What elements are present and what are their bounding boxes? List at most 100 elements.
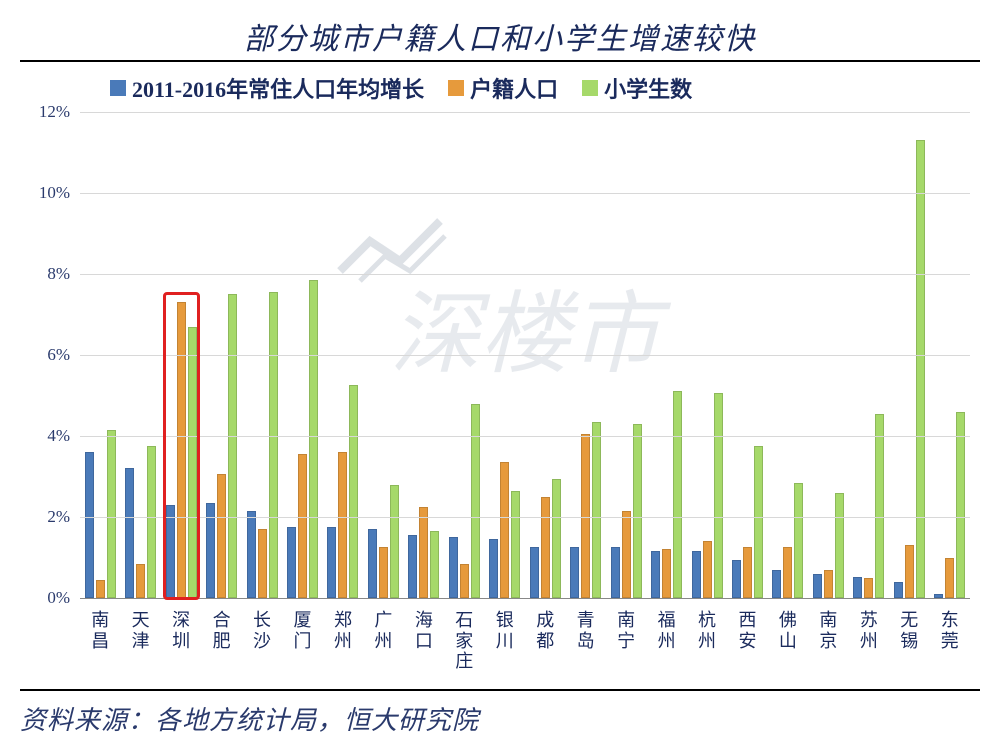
bar: [692, 551, 701, 598]
x-tick-label: 海口: [404, 604, 444, 689]
x-tick-label: 石家庄: [444, 604, 484, 689]
x-tick-label: 西安: [727, 604, 767, 689]
x-tick-label: 长沙: [242, 604, 282, 689]
legend-item: 户籍人口: [448, 72, 558, 104]
x-axis-labels: 南昌天津深圳合肥长沙厦门郑州广州海口石家庄银川成都青岛南宁福州杭州西安佛山南京苏…: [80, 604, 970, 689]
x-tick-label: 南昌: [80, 604, 120, 689]
grid-line: [80, 517, 970, 518]
bar: [217, 474, 226, 598]
legend-label: 户籍人口: [470, 72, 558, 104]
bar: [489, 539, 498, 598]
bar: [177, 302, 186, 598]
x-tick-label: 苏州: [849, 604, 889, 689]
bar: [622, 511, 631, 598]
bar: [298, 454, 307, 598]
bar: [530, 547, 539, 598]
bar: [96, 580, 105, 598]
x-tick-label: 青岛: [565, 604, 605, 689]
bar: [611, 547, 620, 598]
bar: [419, 507, 428, 598]
bar: [581, 434, 590, 598]
grid-line: [80, 436, 970, 437]
bar: [651, 551, 660, 598]
x-tick-label: 厦门: [282, 604, 322, 689]
bar: [794, 483, 803, 598]
bar: [824, 570, 833, 598]
bar: [894, 582, 903, 598]
x-tick-label: 天津: [120, 604, 160, 689]
y-tick-label: 4%: [25, 426, 70, 446]
bar: [247, 511, 256, 598]
bar: [430, 531, 439, 598]
bar: [813, 574, 822, 598]
bar: [875, 414, 884, 598]
legend-label: 2011-2016年常住人口年均增长: [132, 72, 424, 104]
source-text: 资料来源：各地方统计局，恒大研究院: [20, 700, 479, 737]
bar: [287, 527, 296, 598]
bar: [368, 529, 377, 598]
x-tick-label: 佛山: [768, 604, 808, 689]
bar: [783, 547, 792, 598]
y-tick-label: 0%: [25, 588, 70, 608]
x-tick-label: 深圳: [161, 604, 201, 689]
bar: [853, 577, 862, 598]
bar: [188, 327, 197, 598]
bar: [449, 537, 458, 598]
bar: [934, 594, 943, 598]
legend-swatch: [582, 80, 598, 96]
x-tick-label: 合肥: [201, 604, 241, 689]
grid-line: [80, 355, 970, 356]
y-tick-label: 2%: [25, 507, 70, 527]
bar: [228, 294, 237, 598]
legend-item: 小学生数: [582, 72, 692, 104]
bar: [743, 547, 752, 598]
bar: [85, 452, 94, 598]
bar: [754, 446, 763, 598]
bar: [673, 391, 682, 598]
bar: [835, 493, 844, 598]
bar: [714, 393, 723, 598]
bar: [916, 140, 925, 598]
y-tick-label: 6%: [25, 345, 70, 365]
bar: [511, 491, 520, 598]
bar: [945, 558, 954, 598]
y-tick-label: 10%: [25, 183, 70, 203]
bar: [107, 430, 116, 598]
bar: [471, 404, 480, 598]
grid-line: [80, 193, 970, 194]
x-tick-label: 成都: [525, 604, 565, 689]
legend: 2011-2016年常住人口年均增长 户籍人口小学生数: [110, 72, 970, 104]
bar: [147, 446, 156, 598]
x-tick-label: 南京: [808, 604, 848, 689]
x-tick-label: 福州: [646, 604, 686, 689]
bar: [269, 292, 278, 598]
bar: [592, 422, 601, 598]
bar: [408, 535, 417, 598]
x-tick-label: 东莞: [930, 604, 970, 689]
bar: [772, 570, 781, 598]
bar: [500, 462, 509, 598]
y-tick-label: 12%: [25, 102, 70, 122]
bar: [309, 280, 318, 598]
bar: [541, 497, 550, 598]
bar: [379, 547, 388, 598]
bar: [662, 549, 671, 598]
legend-item: 2011-2016年常住人口年均增长: [110, 72, 424, 104]
bar: [166, 505, 175, 598]
x-tick-label: 郑州: [323, 604, 363, 689]
bar: [349, 385, 358, 598]
x-tick-label: 杭州: [687, 604, 727, 689]
bar: [703, 541, 712, 598]
bar: [956, 412, 965, 598]
bar: [864, 578, 873, 598]
legend-swatch: [448, 80, 464, 96]
bar: [633, 424, 642, 598]
chart-frame: 2011-2016年常住人口年均增长 户籍人口小学生数 深楼市 0%2%4%6%8…: [20, 60, 980, 691]
bar: [258, 529, 267, 598]
plot-area: 深楼市 0%2%4%6%8%10%12%: [80, 112, 970, 599]
x-tick-label: 银川: [485, 604, 525, 689]
x-tick-label: 广州: [363, 604, 403, 689]
x-tick-label: 无锡: [889, 604, 929, 689]
chart-title: 部分城市户籍人口和小学生增速较快: [244, 23, 756, 56]
bar: [338, 452, 347, 598]
